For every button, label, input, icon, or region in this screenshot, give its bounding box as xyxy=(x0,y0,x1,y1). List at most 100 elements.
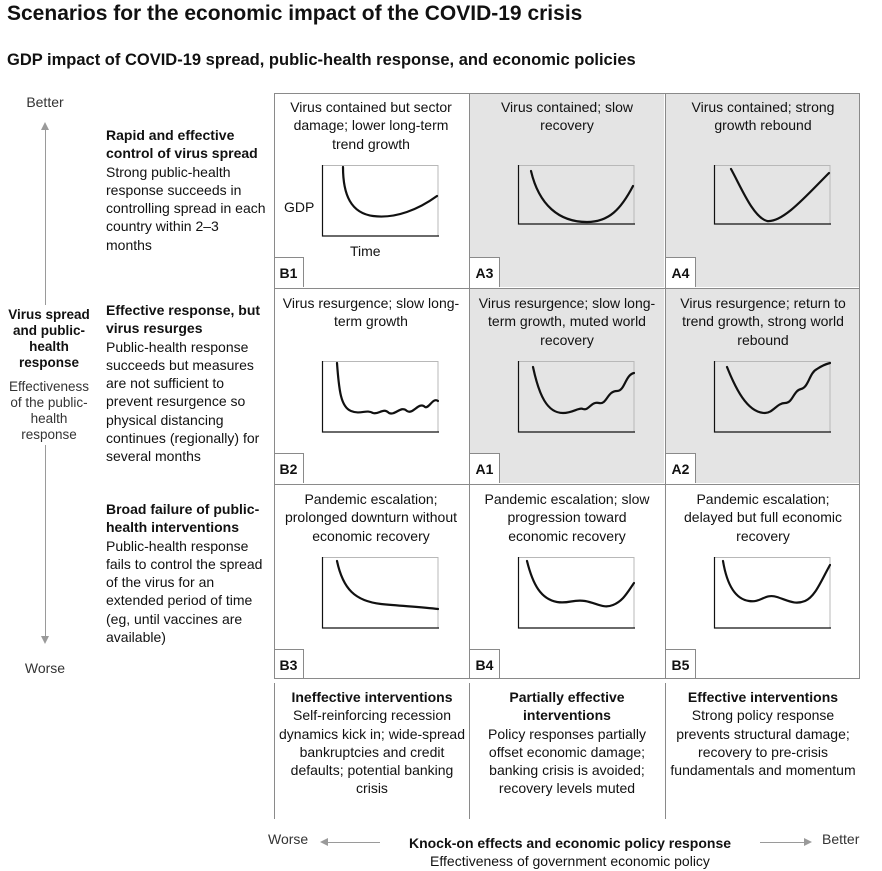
mini-chart-frame xyxy=(322,361,439,433)
row-text: Strong public-health response succeeds i… xyxy=(106,163,266,253)
column-description-effective: Effective interventions Strong policy re… xyxy=(666,688,860,779)
row-text: Public-health response fails to control … xyxy=(106,537,263,646)
mini-chart-axes xyxy=(517,557,635,629)
mini-chart-frame xyxy=(518,361,635,433)
mini-chart-frame xyxy=(322,165,439,237)
x-axis-title-block: Knock-on effects and economic policy res… xyxy=(380,834,760,870)
scenario-code-badge: A1 xyxy=(470,453,500,483)
x-axis-left-arrow-icon xyxy=(320,838,328,846)
column-description-partial: Partially effective interventions Policy… xyxy=(470,688,664,798)
scenario-label: Virus contained; slow recovery xyxy=(500,99,634,134)
x-axis-title: Knock-on effects and economic policy res… xyxy=(408,835,732,851)
grid-line xyxy=(274,288,860,289)
gdp-curve-line xyxy=(529,169,635,224)
y-axis-up-arrow-icon xyxy=(41,122,49,130)
scenario-cell-a4: Virus contained; strong growth rebound A… xyxy=(666,93,860,287)
mini-chart-frame xyxy=(518,165,635,225)
mini-chart-axes xyxy=(517,165,635,225)
mini-chart-axes xyxy=(321,557,439,629)
row-heading: Rapid and effective control of virus spr… xyxy=(106,127,258,162)
x-axis-subtitle: Effectiveness of government economic pol… xyxy=(430,853,710,869)
gdp-curve-chart xyxy=(713,165,831,225)
mini-chart-frame xyxy=(714,165,831,225)
scenario-cell-b2: Virus resurgence; slow long-term growth … xyxy=(274,289,468,483)
row-description-resurgence: Effective response, but virus resurges P… xyxy=(106,301,268,466)
gdp-curve-chart xyxy=(713,361,831,433)
mini-chart-axes xyxy=(713,165,831,225)
mini-chart-axes xyxy=(321,361,439,433)
y-axis-worse-label: Worse xyxy=(24,660,66,676)
gdp-curve-chart xyxy=(713,557,831,629)
scenario-code-badge: B1 xyxy=(274,257,304,287)
column-heading: Effective interventions xyxy=(687,689,839,705)
scenario-code-badge: A4 xyxy=(666,257,696,287)
scenario-code-badge: A3 xyxy=(470,257,500,287)
gdp-curve-chart xyxy=(517,361,635,433)
scenario-code-badge: B4 xyxy=(470,649,500,679)
scenario-code-badge: B5 xyxy=(666,649,696,679)
gdp-curve-chart xyxy=(321,165,439,237)
gdp-curve-line xyxy=(335,559,439,611)
gdp-curve-chart xyxy=(321,361,439,433)
scenario-label: Virus contained but sector damage; lower… xyxy=(290,99,452,152)
column-text: Self-reinforcing recession dynamics kick… xyxy=(279,707,465,797)
row-heading: Effective response, but virus resurges xyxy=(106,302,261,337)
scenario-label: Virus resurgence; return to trend growth… xyxy=(680,295,846,348)
gdp-curve-chart xyxy=(321,557,439,629)
gdp-curve-line xyxy=(729,167,831,223)
scenario-cell-a1: Virus resurgence; slow long-term growth,… xyxy=(470,289,664,483)
column-description-ineffective: Ineffective interventions Self-reinforci… xyxy=(275,688,469,798)
gdp-curve-chart xyxy=(517,165,635,225)
grid-line xyxy=(665,93,666,679)
scenario-cell-b3: Pandemic escalation; prolonged downturn … xyxy=(274,485,468,679)
scenario-cell-b1: Virus contained but sector damage; lower… xyxy=(274,93,468,287)
grid-line xyxy=(859,93,860,679)
column-text: Strong policy response prevents structur… xyxy=(670,707,856,779)
scenario-cell-b5: Pandemic escalation; delayed but full ec… xyxy=(666,485,860,679)
column-text: Policy responses partially offset econom… xyxy=(488,725,646,797)
grid-line xyxy=(274,678,860,679)
chart-subtitle: GDP impact of COVID-19 spread, public-he… xyxy=(7,51,636,69)
scenario-code-badge: B3 xyxy=(274,649,304,679)
chart-title: Scenarios for the economic impact of the… xyxy=(7,2,583,25)
gdp-curve-line xyxy=(725,361,831,415)
gdp-axis-label: GDP xyxy=(284,199,315,215)
mini-chart-axes xyxy=(713,361,831,433)
y-axis-down-arrow-icon xyxy=(41,636,49,644)
x-axis-worse-label: Worse xyxy=(268,831,309,847)
grid-line xyxy=(469,93,470,679)
scenario-code-badge: A2 xyxy=(666,453,696,483)
scenario-label: Virus resurgence; slow long-term growth xyxy=(282,295,460,330)
row-description-broad-failure: Broad failure of public-health intervent… xyxy=(106,500,268,646)
scenario-code-badge: B2 xyxy=(274,453,304,483)
mini-chart-axes xyxy=(713,557,831,629)
scenario-grid: Virus contained but sector damage; lower… xyxy=(274,93,860,679)
column-divider xyxy=(665,683,666,819)
row-description-rapid-control: Rapid and effective control of virus spr… xyxy=(106,126,268,254)
column-divider xyxy=(469,683,470,819)
scenario-label: Pandemic escalation; delayed but full ec… xyxy=(684,491,842,544)
column-heading: Ineffective interventions xyxy=(291,689,453,705)
y-axis-subtitle: Effectiveness of the public-health respo… xyxy=(8,379,90,442)
row-heading: Broad failure of public-health intervent… xyxy=(106,501,260,536)
mini-chart-axes xyxy=(321,165,439,237)
x-axis-right-arrow-icon xyxy=(804,838,812,846)
grid-line xyxy=(274,93,275,679)
mini-chart-frame xyxy=(714,557,831,629)
gdp-curve-line xyxy=(335,361,439,415)
gdp-curve-line xyxy=(721,559,831,604)
mini-chart-axes xyxy=(517,361,635,433)
x-axis-better-label: Better xyxy=(822,831,860,847)
grid-line xyxy=(274,484,860,485)
scenario-label: Pandemic escalation; prolonged downturn … xyxy=(284,491,457,544)
column-divider xyxy=(274,683,275,819)
scenario-cell-a2: Virus resurgence; return to trend growth… xyxy=(666,289,860,483)
scenario-cell-b4: Pandemic escalation; slow progression to… xyxy=(470,485,664,679)
scenario-label: Virus resurgence; slow long-term growth,… xyxy=(478,295,656,348)
y-axis-better-label: Better xyxy=(26,94,64,110)
scenario-cell-a3: Virus contained; slow recovery A3 xyxy=(470,93,664,287)
mini-chart-frame xyxy=(518,557,635,629)
gdp-curve-line xyxy=(531,365,635,415)
column-heading: Partially effective interventions xyxy=(509,689,625,724)
y-axis-title-block: Virus spread and public-health response … xyxy=(2,305,96,445)
